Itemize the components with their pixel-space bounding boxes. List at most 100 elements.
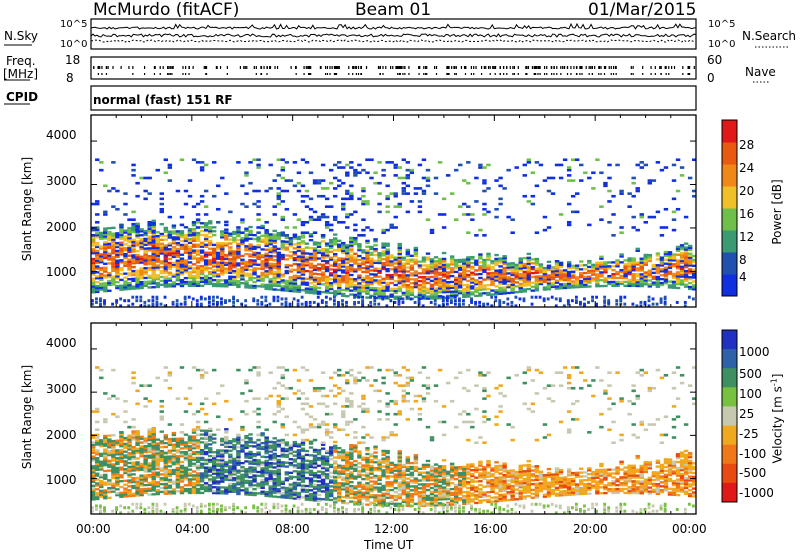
power-cell — [615, 263, 620, 266]
power-cell — [393, 194, 398, 198]
power-cell — [357, 264, 362, 267]
power-cell — [349, 248, 354, 251]
power-cell — [220, 247, 225, 251]
velocity-cell — [216, 462, 221, 466]
power-cell — [207, 263, 213, 266]
power-cell — [470, 285, 475, 288]
power-cell — [437, 287, 443, 290]
velocity-cell — [236, 433, 241, 437]
power-cell — [389, 192, 394, 195]
power-cell — [159, 279, 164, 283]
power-cell — [583, 304, 586, 308]
velocity-cell — [220, 474, 225, 477]
power-cell — [300, 265, 306, 268]
power-cell — [530, 267, 536, 271]
power-cell — [506, 283, 511, 287]
power-cell — [260, 273, 265, 277]
power-cell — [369, 304, 373, 308]
power-y-tick-1000: 1000 — [46, 265, 77, 279]
power-cell — [401, 283, 406, 287]
power-cell — [409, 266, 415, 269]
power-cell — [99, 282, 104, 285]
power-cell — [244, 304, 248, 308]
velocity-cell — [195, 443, 201, 446]
power-cell — [99, 284, 104, 287]
velocity-cell — [163, 455, 169, 458]
velocity-cell — [127, 434, 132, 437]
velocity-cell — [135, 449, 140, 452]
power-cell — [95, 259, 100, 262]
velocity-cell — [248, 479, 253, 483]
velocity-cell — [212, 441, 217, 444]
power-cell — [107, 242, 112, 246]
power-cell — [155, 242, 160, 246]
power-cell — [663, 297, 667, 301]
velocity-cell — [151, 446, 156, 449]
power-cell — [566, 286, 572, 289]
velocity-cell — [272, 437, 277, 440]
power-cell — [260, 265, 265, 269]
power-cell — [619, 297, 623, 301]
power-cell — [175, 259, 181, 262]
power-cell — [575, 284, 580, 287]
power-cell — [369, 265, 374, 268]
power-cell — [203, 233, 209, 237]
power-cell — [260, 238, 265, 241]
power-cell — [558, 277, 564, 280]
power-cell — [405, 291, 411, 295]
power-cell — [385, 289, 390, 292]
power-cell — [304, 264, 310, 267]
power-cell — [365, 280, 370, 284]
vel-cb-tick-minus1000: -1000 — [739, 486, 774, 500]
power-cell — [151, 248, 156, 252]
power-cell — [530, 266, 536, 269]
power-cell — [478, 272, 483, 276]
power-cell — [123, 260, 128, 264]
power-cell — [328, 242, 334, 246]
power-cell — [195, 265, 201, 268]
velocity-cell — [252, 493, 257, 497]
velocity-cell — [264, 502, 268, 506]
power-cell — [454, 295, 457, 299]
power-cell — [333, 218, 338, 221]
power-cell — [131, 285, 136, 288]
velocity-cell — [159, 399, 164, 403]
power-cell — [538, 263, 544, 266]
power-cell — [591, 295, 594, 299]
power-cell — [179, 273, 185, 276]
velocity-cell — [91, 480, 96, 484]
power-cell — [284, 234, 290, 237]
power-cell — [449, 280, 455, 284]
power-cell — [401, 181, 406, 185]
velocity-cell — [179, 439, 185, 442]
power-cell — [474, 269, 479, 272]
velocity-cell — [91, 410, 96, 413]
velocity-cell — [264, 477, 269, 480]
velocity-cell — [183, 474, 189, 477]
power-cell — [316, 241, 322, 245]
velocity-cell — [131, 381, 136, 385]
vel-cb-tick-500: 500 — [739, 367, 762, 381]
power-cell — [288, 264, 294, 267]
velocity-cell — [123, 489, 128, 492]
power-cell — [324, 220, 330, 224]
power-cell — [337, 263, 342, 266]
velocity-cell — [244, 460, 249, 463]
power-cell — [256, 240, 261, 243]
velocity-cell — [272, 420, 277, 424]
velocity-cell — [103, 477, 108, 480]
velocity-cell — [260, 478, 265, 482]
velocity-cell — [127, 479, 132, 482]
power-cell — [373, 290, 378, 294]
power-cell — [127, 254, 132, 257]
velocity-cell — [95, 410, 100, 413]
power-cell — [131, 287, 136, 290]
velocity-cell — [95, 366, 100, 369]
power-cell — [667, 262, 673, 266]
velocity-cell — [143, 454, 148, 458]
velocity-cell — [159, 430, 164, 433]
velocity-cell — [195, 482, 201, 485]
power-cell — [131, 269, 136, 273]
power-cell — [131, 260, 136, 263]
freq-tick-top: 18 — [65, 53, 81, 67]
